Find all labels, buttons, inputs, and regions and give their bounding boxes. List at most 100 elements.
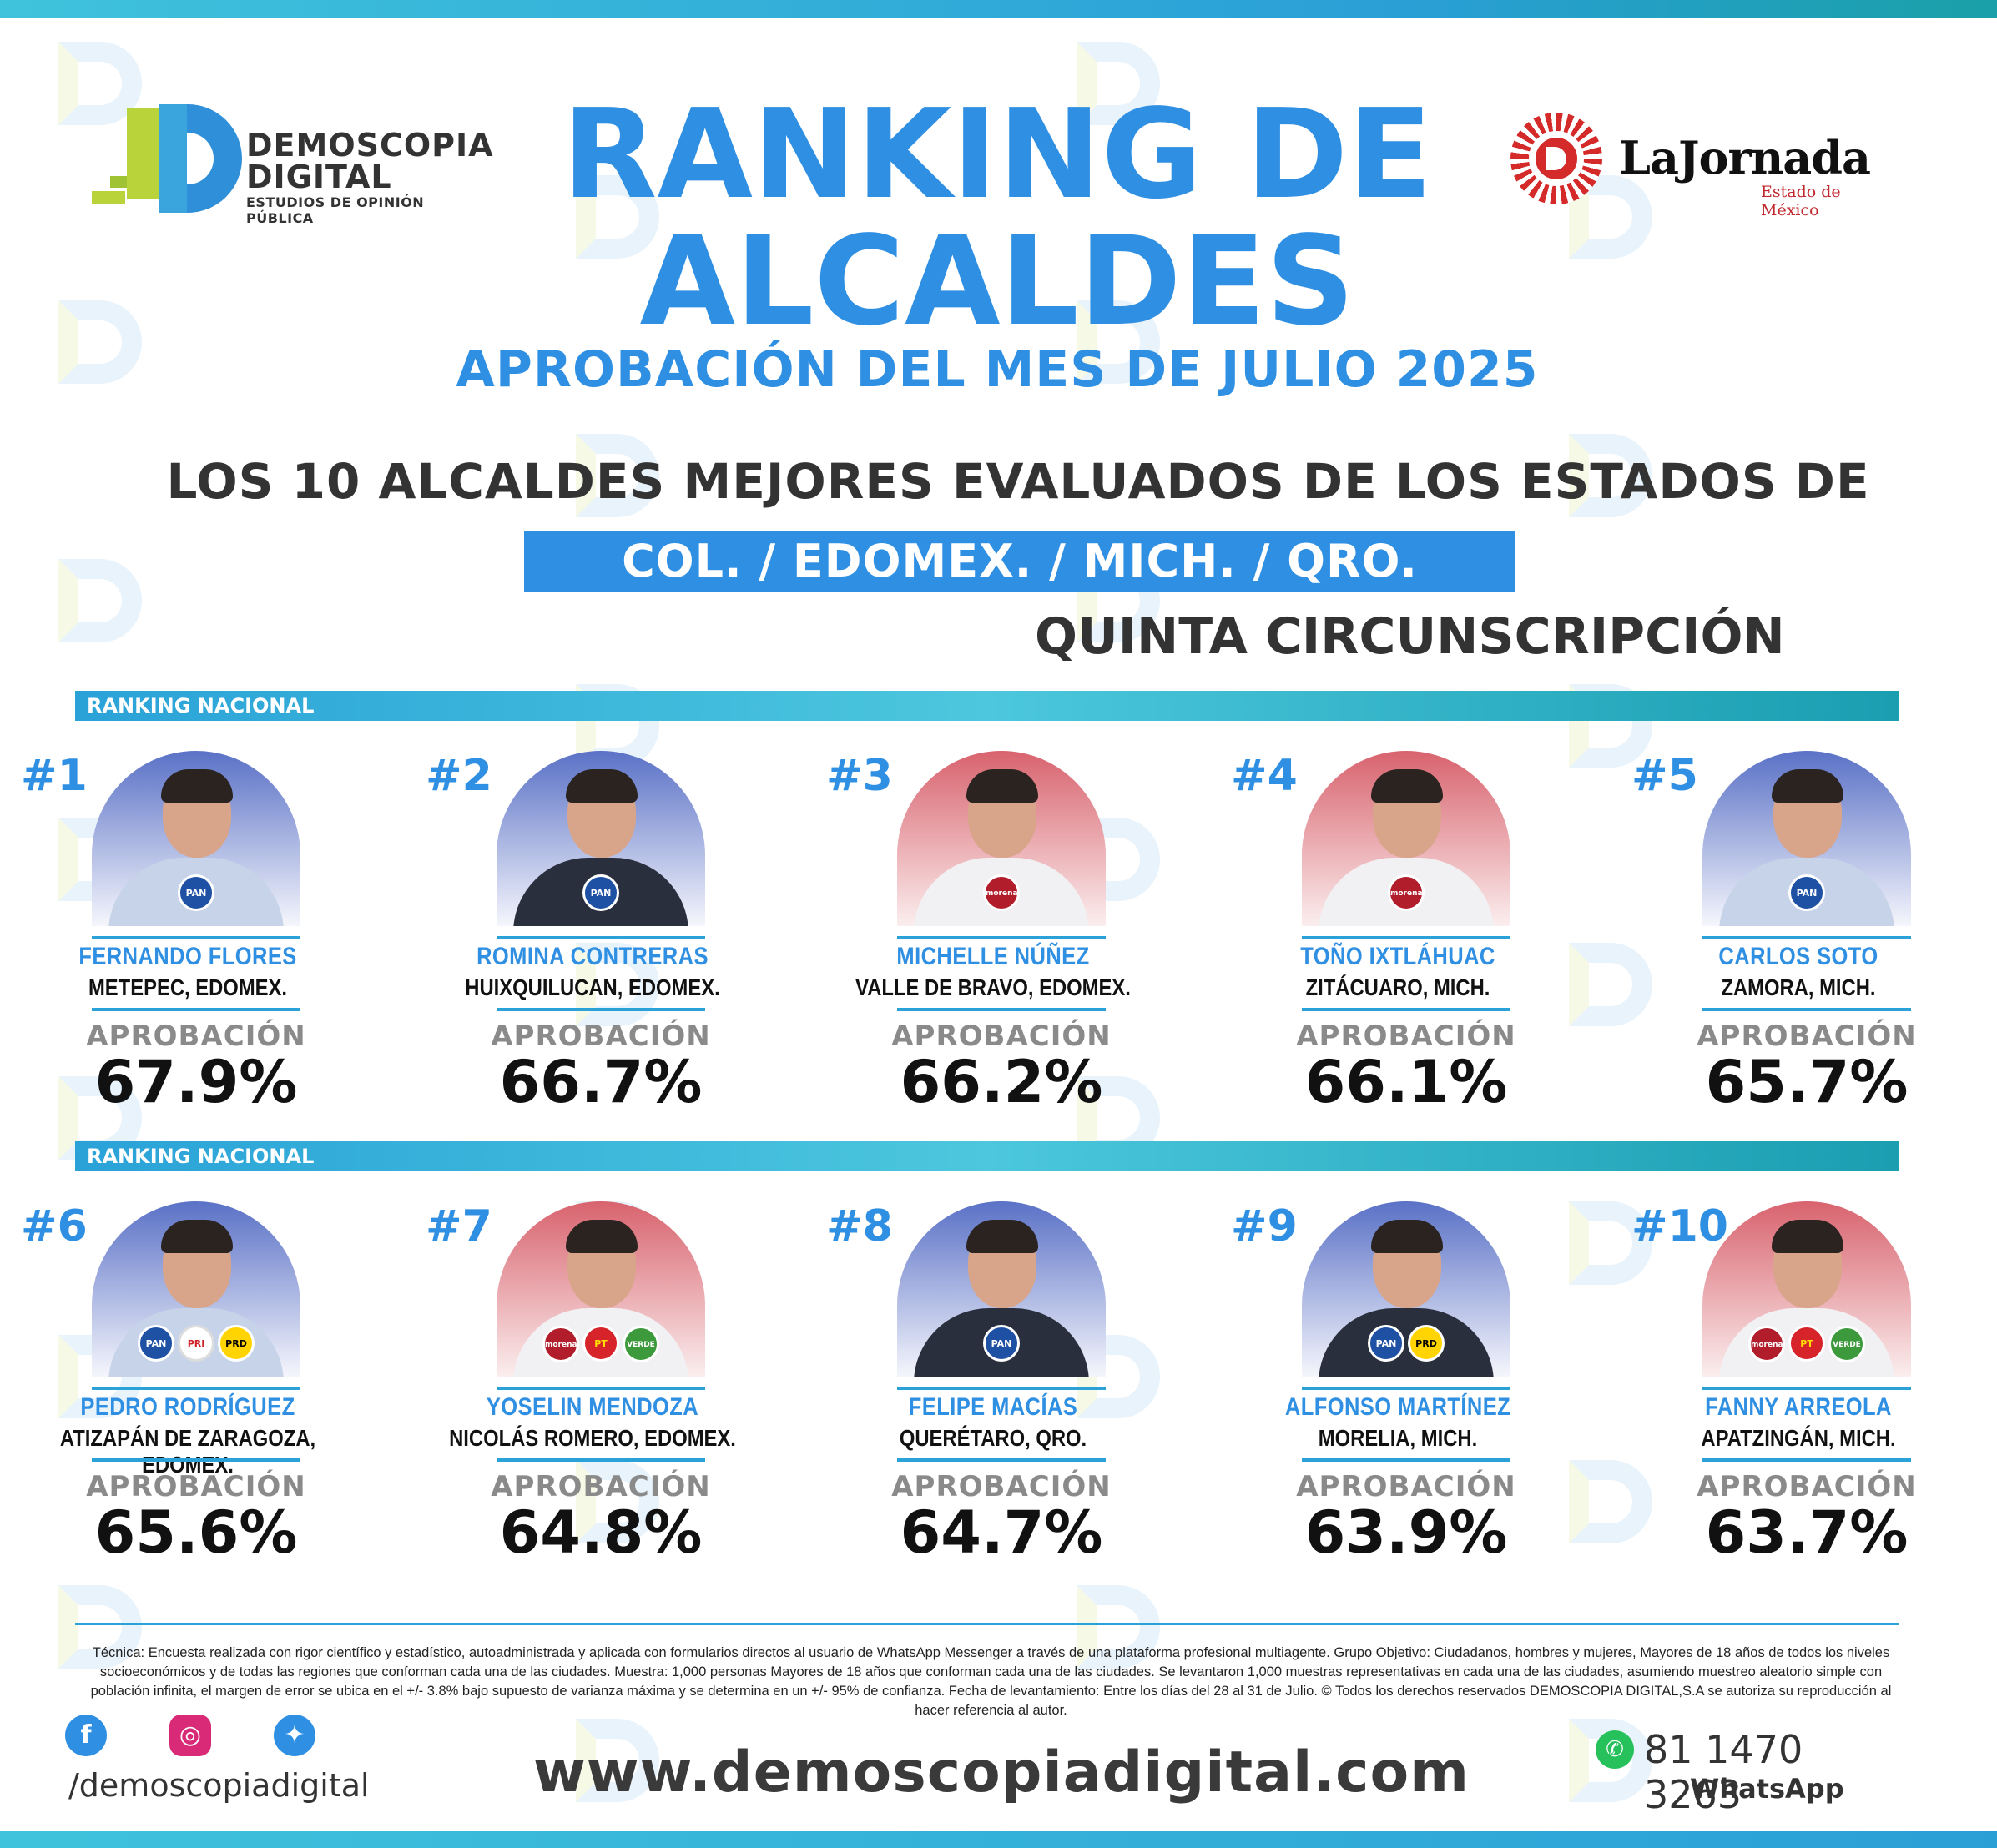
- mayor-card: #2 PAN ROMINA CONTRERAS HUIXQUILUCAN, EDOME…: [426, 751, 759, 1135]
- approval-label: APROBACIÓN: [891, 1470, 1112, 1503]
- mayor-photo: PAN: [1702, 751, 1911, 926]
- party-badges: PAN: [92, 874, 300, 911]
- facebook-icon[interactable]: f: [65, 1715, 107, 1756]
- party-badge-pan: PAN: [582, 874, 619, 911]
- watermark: [1569, 1460, 1961, 1552]
- mayor-photo: morena PT VERDE: [497, 1201, 705, 1377]
- footer-divider: [75, 1623, 1899, 1625]
- approval-value: 67.9%: [94, 1048, 298, 1116]
- mayor-card: #6 PAN PRI PRD PEDRO RODRÍGUEZ ATIZAPÁN DE ZA…: [21, 1201, 355, 1585]
- mayor-photo: PAN: [92, 751, 300, 926]
- mayor-photo: morena PT VERDE: [1702, 1201, 1911, 1377]
- party-badges: morena: [897, 874, 1106, 911]
- mayor-name: TOÑO IXTLÁHUAC: [1300, 943, 1495, 970]
- watermark: [1077, 42, 1469, 133]
- approval-label: APROBACIÓN: [1697, 1470, 1917, 1503]
- party-badge-morena: morena: [983, 874, 1020, 911]
- approval-label: APROBACIÓN: [491, 1470, 711, 1503]
- mayor-name: YOSELIN MENDOZA: [486, 1393, 699, 1421]
- watermark: [576, 175, 968, 267]
- party-badge-morena: morena: [1388, 874, 1425, 911]
- party-badges: morena PT VERDE: [497, 1325, 705, 1362]
- mayor-photo: PAN PRI PRD: [92, 1201, 300, 1377]
- approval-label: APROBACIÓN: [86, 1470, 306, 1503]
- approval-label: APROBACIÓN: [491, 1020, 711, 1053]
- rank-number: #2: [426, 751, 492, 801]
- watermark: [1077, 1585, 1469, 1677]
- watermark: [1077, 300, 1469, 392]
- approval-value: 64.8%: [499, 1498, 703, 1567]
- party-badges: PAN PRD: [1302, 1325, 1510, 1362]
- mayor-place: METEPEC, EDOMEX.: [88, 974, 288, 1000]
- instagram-icon[interactable]: ◎: [169, 1715, 211, 1756]
- page-title-line2: ALCALDES: [639, 209, 1355, 353]
- watermark: [58, 559, 451, 651]
- rank-number: #5: [1631, 751, 1698, 801]
- bottom-accent-bar: [0, 1831, 1997, 1848]
- approval-label: APROBACIÓN: [1697, 1020, 1917, 1053]
- party-badge-morena: morena: [542, 1326, 579, 1362]
- party-badge-verde: VERDE: [623, 1326, 659, 1362]
- party-badge-verde: VERDE: [1828, 1326, 1865, 1362]
- mayor-place: NICOLÁS ROMERO, EDOMEX.: [449, 1425, 736, 1451]
- watermark: [576, 434, 968, 526]
- mayor-name: PEDRO RODRÍGUEZ: [80, 1393, 295, 1421]
- logo-name-line1: DEMOSCOPIA: [246, 127, 494, 164]
- twitter-icon[interactable]: ✦: [274, 1715, 315, 1756]
- demoscopia-logo: DEMOSCOPIA DIGITAL ESTUDIOS DE OPINIÓN P…: [92, 104, 493, 226]
- party-badges: morena PT VERDE: [1702, 1325, 1911, 1362]
- mayor-photo: PAN: [497, 751, 705, 926]
- social-handle[interactable]: /demoscopiadigital: [68, 1767, 370, 1804]
- mayor-card: #5 PAN CARLOS SOTO ZAMORA, MICH. APROBACIÓN 6…: [1631, 751, 1965, 1135]
- whatsapp-label: WhatsApp: [1690, 1773, 1844, 1805]
- whatsapp-contact[interactable]: ✆ 81 1470 3263 WhatsApp: [1594, 1727, 1911, 1817]
- party-badges: PAN PRI PRD: [92, 1325, 300, 1362]
- rank-number: #3: [826, 751, 893, 801]
- mayor-place: APATZINGÁN, MICH.: [1701, 1425, 1896, 1451]
- watermark: [58, 300, 451, 392]
- party-badge-pt: PT: [1788, 1325, 1825, 1362]
- rank-number: #4: [1231, 751, 1298, 801]
- rank-number: #6: [21, 1201, 88, 1251]
- demoscopia-logo-mark: [92, 104, 242, 213]
- approval-value: 64.7%: [900, 1498, 1103, 1567]
- mayor-place: MORELIA, MICH.: [1318, 1425, 1478, 1451]
- mayor-photo: PAN: [897, 1201, 1106, 1377]
- mayor-name: FANNY ARREOLA: [1705, 1393, 1892, 1421]
- mayor-place: ATIZAPÁN DE ZARAGOZA, EDOMEX.: [59, 1425, 316, 1478]
- logo-name: DEMOSCOPIA DIGITAL: [246, 129, 494, 193]
- mayor-place: ZAMORA, MICH.: [1721, 974, 1876, 1000]
- watermark: [576, 943, 968, 1035]
- mayor-name: FELIPE MACÍAS: [908, 1393, 1078, 1421]
- circunscripcion-label: QUINTA CIRCUNSCRIPCIÓN: [1035, 607, 1785, 666]
- website-link[interactable]: www.demoscopiadigital.com: [532, 1740, 1470, 1805]
- mayor-photo: PAN PRD: [1302, 1201, 1510, 1377]
- partner-subtitle: Estado de México: [1761, 183, 1841, 219]
- mayor-card: #8 PAN FELIPE MACÍAS QUERÉTARO, QRO. APROBAC…: [826, 1201, 1160, 1585]
- approval-value: 63.7%: [1705, 1498, 1909, 1567]
- la-jornada-logo: LaJornada Estado de México: [1510, 113, 1903, 219]
- approval-value: 65.7%: [1705, 1048, 1909, 1116]
- party-badge-prd: PRD: [218, 1325, 255, 1362]
- watermark: [1569, 1719, 1961, 1810]
- mayor-photo: morena: [1302, 751, 1510, 926]
- mayor-place: HUIXQUILUCAN, EDOMEX.: [465, 974, 720, 1000]
- watermark: [576, 1460, 968, 1552]
- approval-value: 66.1%: [1304, 1048, 1508, 1116]
- page-subtitle: APROBACIÓN DEL MES DE JULIO 2025: [456, 340, 1539, 399]
- mayor-card: #9 PAN PRD ALFONSO MARTÍNEZ MORELIA, MICH. AP…: [1231, 1201, 1565, 1585]
- states-banner: COL. / EDOMEX. / MICH. / QRO.: [524, 531, 1515, 592]
- approval-value: 66.2%: [900, 1048, 1103, 1116]
- partner-name: LaJornada: [1619, 131, 1871, 184]
- mayor-name: CARLOS SOTO: [1718, 943, 1878, 970]
- rank-number: #7: [426, 1201, 492, 1251]
- party-badges: PAN: [897, 1325, 1106, 1362]
- party-badge-pan: PAN: [138, 1325, 174, 1362]
- mayor-name: ALFONSO MARTÍNEZ: [1284, 1393, 1511, 1421]
- watermark: [1569, 943, 1961, 1035]
- approval-value: 65.6%: [94, 1498, 298, 1567]
- approval-label: APROBACIÓN: [891, 1020, 1112, 1053]
- party-badge-pan: PAN: [983, 1325, 1020, 1362]
- party-badge-prd: PRD: [1408, 1325, 1445, 1362]
- ranking-band-label: RANKING NACIONAL: [87, 694, 315, 718]
